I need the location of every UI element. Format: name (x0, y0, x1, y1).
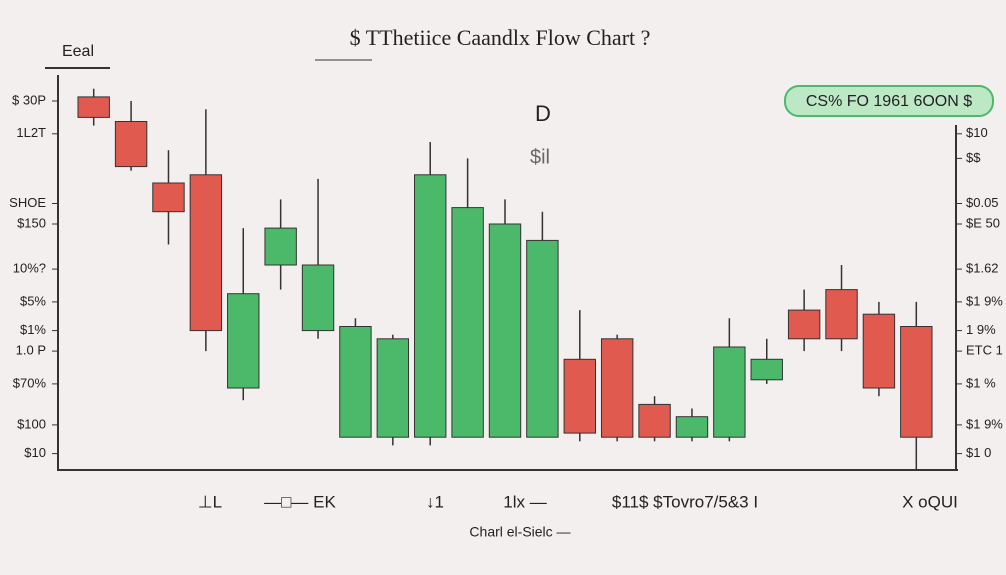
candle-body (787, 309, 821, 340)
candle-body (488, 223, 522, 438)
y-tick-label: SHOE (9, 195, 46, 210)
bottom-label: X oQUI (902, 492, 958, 511)
candle-body (414, 174, 447, 438)
y-tick-label: 1L2T (16, 125, 46, 140)
y-tick-label: $70% (13, 375, 47, 390)
y2-tick-label: $$ (966, 150, 981, 165)
y-tick-label: $ 30P (12, 92, 46, 107)
candle-body (376, 338, 410, 438)
candle-body (713, 346, 746, 438)
candle-body (114, 121, 148, 168)
y2-tick-label: $10 (966, 125, 988, 140)
candle-body (189, 174, 223, 332)
candle-body (750, 358, 783, 381)
y-tick-label: 1.0 P (16, 343, 46, 358)
candle-body (339, 326, 372, 438)
bottom-label: —□— EK (264, 492, 336, 511)
candle-body (264, 227, 297, 266)
y-tick-label: $10 (24, 445, 46, 460)
bottom-label: $11$ $Tovro7/5&3 I (612, 492, 758, 511)
y2-tick-label: ETC 1 5 (966, 343, 1006, 358)
badge-box (784, 85, 994, 117)
bottom-label: 1lx — (503, 492, 546, 511)
y-tick-label: $5% (20, 293, 46, 308)
center-mark: $il (530, 146, 550, 168)
candle-body (301, 264, 335, 332)
candle-body (862, 313, 896, 389)
candle-body (227, 293, 260, 389)
y2-tick-label: 1 9% (966, 322, 996, 337)
candle-body (77, 96, 110, 118)
bottom-label: ↓1 (426, 492, 444, 511)
candle-body (900, 326, 933, 438)
candle-body (825, 289, 858, 340)
y2-tick-label: $1 9% (966, 416, 1003, 431)
candle-body (638, 403, 671, 438)
y2-tick-label: $0.05 (966, 195, 999, 210)
candle-body (675, 416, 709, 438)
x-axis-label: Charl el-Sielc — (469, 524, 570, 540)
candle-body (600, 338, 634, 438)
y2-tick-label: $1.62 (966, 261, 999, 276)
y-tick-label: $150 (17, 215, 46, 230)
chart-title: $ TThetiice Caandlx Flow Chart ? (350, 25, 651, 50)
center-mark: D (535, 101, 551, 126)
y2-tick-label: $1 9% (966, 293, 1003, 308)
candle-body (451, 207, 484, 438)
candle-body (526, 239, 559, 438)
candle-body (152, 182, 185, 213)
y2-tick-label: $E 50 (966, 215, 1000, 230)
y-tick-label: $1% (20, 322, 46, 337)
y2-tick-label: $1 % (966, 375, 996, 390)
bottom-label: ⊥L (198, 492, 222, 511)
candle-body (563, 358, 596, 434)
y2-tick-label: $1 0 (966, 445, 991, 460)
y-tick-label: 10%? (13, 261, 46, 276)
badge: CS% FO 1961 6OON $ (806, 93, 972, 110)
corner-label: Eeal (62, 43, 94, 60)
y-tick-label: $100 (17, 416, 46, 431)
